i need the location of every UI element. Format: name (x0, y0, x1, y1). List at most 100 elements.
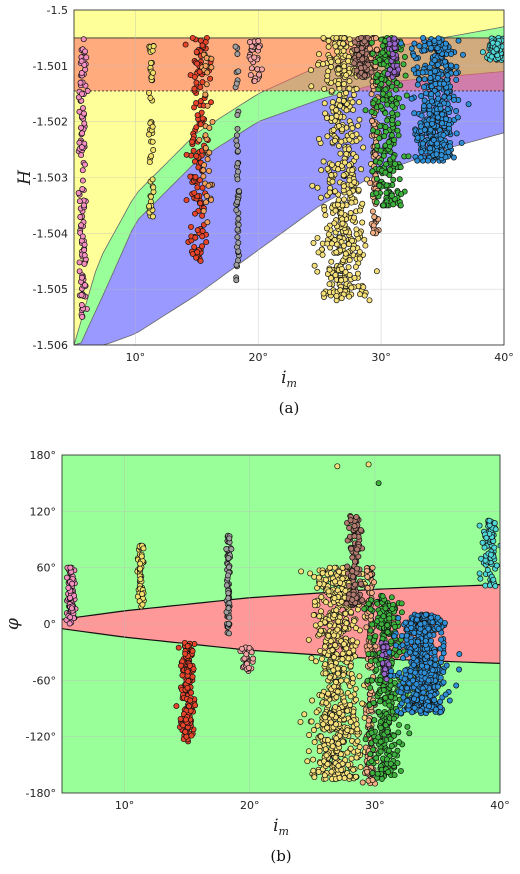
data-point (316, 613, 323, 620)
data-point (223, 582, 230, 589)
data-point (246, 39, 253, 45)
data-point (379, 96, 386, 103)
data-point (193, 100, 200, 106)
data-point (199, 212, 206, 219)
data-point (351, 60, 358, 67)
data-point (391, 137, 398, 143)
data-point (225, 590, 232, 597)
data-point (234, 125, 241, 132)
data-point (344, 707, 351, 714)
data-point (226, 564, 232, 571)
data-point (338, 265, 345, 272)
data-point (183, 733, 190, 740)
data-point (482, 582, 489, 589)
data-point (348, 609, 354, 616)
data-point (173, 703, 180, 710)
chart-b-svg: 180° 120° 60° 0° -60° -120° -180° 10° 20° 30° 40° i… (3, 449, 510, 865)
data-point (351, 214, 358, 221)
data-point (76, 139, 83, 146)
data-point (329, 647, 336, 654)
data-point (357, 527, 364, 534)
data-point (351, 533, 358, 540)
data-point (191, 85, 198, 92)
data-point (339, 656, 346, 663)
data-point (431, 697, 438, 703)
data-point (250, 655, 257, 662)
data-point (234, 176, 241, 183)
data-point (410, 661, 417, 668)
data-point (208, 64, 215, 71)
data-point (398, 609, 405, 616)
data-point (340, 665, 347, 672)
data-point (310, 767, 317, 774)
data-point (365, 600, 372, 607)
data-point (324, 724, 331, 731)
data-point (146, 203, 153, 210)
data-point (139, 601, 146, 608)
data-point (331, 137, 338, 144)
data-point (347, 718, 354, 725)
data-point (323, 699, 330, 706)
data-point (346, 78, 353, 85)
data-point (375, 480, 382, 487)
data-point (147, 94, 154, 101)
data-point (372, 657, 379, 664)
data-point (234, 148, 241, 155)
data-point (398, 632, 405, 639)
data-point (301, 711, 308, 718)
data-point (414, 157, 421, 164)
data-point (234, 142, 241, 149)
data-point (148, 193, 154, 200)
data-point (385, 79, 392, 86)
data-point (208, 55, 215, 62)
data-point (83, 54, 90, 61)
data-point (325, 690, 332, 697)
data-point (63, 574, 70, 581)
series-11 (398, 34, 472, 164)
data-point (233, 132, 240, 139)
data-point (318, 692, 325, 699)
data-point (333, 735, 340, 742)
data-point (431, 37, 438, 44)
data-point (68, 605, 75, 612)
data-point (377, 677, 384, 684)
data-point (376, 159, 383, 166)
data-point (335, 670, 341, 677)
data-point (359, 219, 366, 226)
data-point (399, 104, 406, 111)
data-point (386, 91, 393, 98)
data-point (353, 231, 360, 238)
data-point (391, 732, 397, 739)
data-point (384, 117, 391, 124)
data-point (321, 85, 328, 92)
data-point (396, 721, 402, 728)
data-point (346, 136, 353, 143)
data-point (329, 743, 336, 750)
data-point (191, 243, 198, 250)
data-point (233, 137, 240, 144)
data-point (351, 274, 358, 281)
data-point (81, 61, 88, 68)
data-point (373, 755, 380, 761)
x-axis-label: im (273, 816, 289, 838)
data-point (413, 681, 420, 688)
data-point (318, 733, 324, 740)
data-point (137, 560, 144, 567)
data-point (206, 124, 213, 131)
data-point (353, 137, 360, 144)
data-point (342, 269, 349, 276)
data-point (351, 91, 358, 98)
data-point (318, 194, 324, 201)
data-point (431, 87, 438, 94)
data-point (391, 715, 397, 722)
data-point (148, 60, 154, 66)
data-point (332, 704, 339, 711)
data-point (298, 568, 305, 575)
data-point (322, 746, 329, 753)
data-point (203, 55, 210, 61)
data-point (361, 605, 368, 612)
data-point (311, 774, 318, 781)
data-point (362, 107, 369, 114)
data-point (391, 40, 398, 47)
data-point (146, 159, 153, 166)
